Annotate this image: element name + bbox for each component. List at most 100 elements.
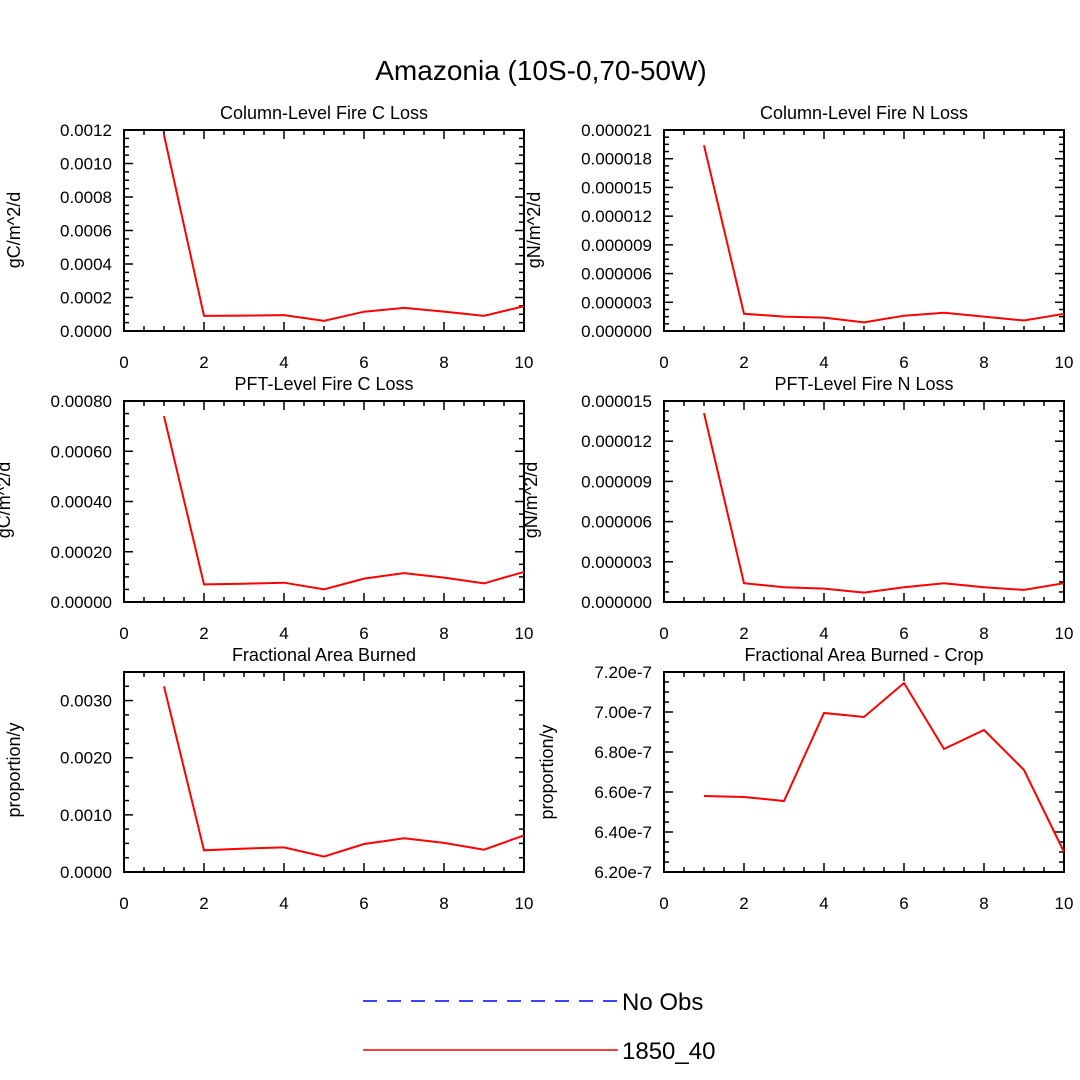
x-tick-label: 8 (979, 624, 988, 643)
panel-6: 0 2 4 6 8 10 6.20e-7 6.40e-7 6.60e-7 6.80e-7 7.00e… (537, 645, 1073, 913)
y-tick-label: 7.00e-7 (594, 703, 652, 722)
y-tick-label: 6.60e-7 (594, 783, 652, 802)
y-tick-label: 0.0006 (60, 222, 112, 241)
x-tick-label: 2 (739, 353, 748, 372)
series-line-1850_40 (163, 134, 525, 322)
y-tick-label: 0.00080 (51, 392, 112, 411)
x-tick-label: 2 (739, 894, 748, 913)
y-tick-label: 0.000000 (581, 593, 652, 612)
y-tick-label: 0.000006 (581, 265, 652, 284)
x-tick-label: 6 (359, 353, 368, 372)
y-tick-label: 0.000006 (581, 513, 652, 532)
y-axis-label: gC/m^2/d (4, 192, 24, 268)
x-tick-label: 6 (359, 624, 368, 643)
y-tick-label: 0.000012 (581, 207, 652, 226)
y-tick-label: 0.0020 (60, 749, 112, 768)
y-tick-label: 0.0008 (60, 188, 112, 207)
y-tick-label: 0.0000 (60, 322, 112, 341)
x-tick-label: 0 (659, 894, 668, 913)
y-axis-label: gC/m^2/d (0, 462, 14, 538)
x-tick-label: 4 (819, 894, 828, 913)
y-tick-label: 0.000021 (581, 121, 652, 140)
y-tick-label: 0.000015 (581, 392, 652, 411)
y-axis-label: gN/m^2/d (521, 462, 541, 538)
figure-title: Amazonia (10S-0,70-50W) (375, 55, 706, 86)
x-tick-label: 8 (979, 894, 988, 913)
panel-title: Column-Level Fire N Loss (760, 103, 968, 123)
x-tick-label: 8 (439, 353, 448, 372)
x-tick-label: 2 (199, 353, 208, 372)
x-tick-label: 10 (515, 894, 534, 913)
y-tick-label: 0.0002 (60, 289, 112, 308)
y-tick-label: 0.000009 (581, 472, 652, 491)
x-tick-label: 10 (515, 353, 534, 372)
series-line-1850_40 (703, 681, 1065, 853)
y-tick-label: 6.20e-7 (594, 863, 652, 882)
x-tick-label: 4 (279, 624, 288, 643)
x-tick-label: 4 (279, 353, 288, 372)
x-tick-label: 8 (439, 624, 448, 643)
y-axis-label: proportion/y (537, 724, 557, 819)
x-tick-label: 10 (1055, 894, 1074, 913)
panel-title: PFT-Level Fire N Loss (774, 374, 953, 394)
y-tick-label: 6.80e-7 (594, 743, 652, 762)
x-tick-label: 2 (199, 894, 208, 913)
panel-1: 0 2 4 6 8 10 0.0000 0.0002 0.0004 0.0006 0.0008 0.0… (4, 103, 533, 372)
x-tick-label: 4 (819, 353, 828, 372)
y-tick-label: 0.00060 (51, 442, 112, 461)
x-tick-label: 10 (515, 624, 534, 643)
y-tick-label: 0.0000 (60, 863, 112, 882)
series-line-1850_40 (163, 686, 525, 858)
plot-frame (663, 671, 1065, 873)
y-tick-label: 0.0012 (60, 121, 112, 140)
y-tick-label: 0.0030 (60, 692, 112, 711)
panel-title: Column-Level Fire C Loss (220, 103, 428, 123)
x-tick-label: 6 (899, 624, 908, 643)
panel-title: Fractional Area Burned (232, 645, 416, 665)
y-tick-label: 0.00040 (51, 493, 112, 512)
panel-title: PFT-Level Fire C Loss (234, 374, 413, 394)
x-tick-label: 6 (899, 353, 908, 372)
x-tick-label: 8 (979, 353, 988, 372)
x-tick-label: 6 (899, 894, 908, 913)
y-tick-label: 0.000012 (581, 432, 652, 451)
y-tick-label: 0.000003 (581, 293, 652, 312)
y-tick-label: 0.0004 (60, 255, 112, 274)
y-tick-label: 0.000015 (581, 178, 652, 197)
y-tick-label: 7.20e-7 (594, 663, 652, 682)
x-tick-label: 8 (439, 894, 448, 913)
series-line-1850_40 (163, 415, 525, 591)
x-tick-label: 10 (1055, 624, 1074, 643)
x-tick-label: 4 (819, 624, 828, 643)
x-tick-label: 0 (659, 624, 668, 643)
x-tick-label: 0 (119, 624, 128, 643)
y-tick-label: 6.40e-7 (594, 823, 652, 842)
panel-title: Fractional Area Burned - Crop (744, 645, 983, 665)
x-tick-label: 6 (359, 894, 368, 913)
x-tick-label: 0 (119, 353, 128, 372)
y-tick-label: 0.0010 (60, 155, 112, 174)
y-tick-label: 0.000018 (581, 150, 652, 169)
y-tick-label: 0.00000 (51, 593, 112, 612)
panel-2: 0 2 4 6 8 10 0.000000 0.000003 0.000006 0.000009 0… (524, 103, 1073, 372)
panel-4: 0 2 4 6 8 10 0.000000 0.000003 0.000006 0.000009 0… (521, 374, 1073, 643)
y-tick-label: 0.000003 (581, 553, 652, 572)
x-tick-label: 10 (1055, 353, 1074, 372)
y-axis-label: gN/m^2/d (524, 192, 544, 268)
y-tick-label: 0.00020 (51, 543, 112, 562)
series-line-1850_40 (703, 412, 1065, 594)
x-tick-label: 2 (739, 624, 748, 643)
legend-label-2: 1850_40 (622, 1038, 715, 1065)
y-tick-label: 0.000000 (581, 322, 652, 341)
series-line-1850_40 (703, 145, 1065, 324)
panel-5: 0 2 4 6 8 10 0.0000 0.0010 0.0020 0.0030 Fractiona… (4, 645, 533, 913)
y-axis-label: proportion/y (4, 722, 24, 817)
plot-frame (123, 129, 525, 332)
y-tick-label: 0.000009 (581, 236, 652, 255)
y-tick-label: 0.0010 (60, 806, 112, 825)
legend: No Obs 1850_40 (363, 989, 715, 1065)
panel-3: 0 2 4 6 8 10 0.00000 0.00020 0.00040 0.00060 0.000… (0, 374, 533, 643)
legend-label-1: No Obs (622, 989, 703, 1016)
x-tick-label: 0 (119, 894, 128, 913)
